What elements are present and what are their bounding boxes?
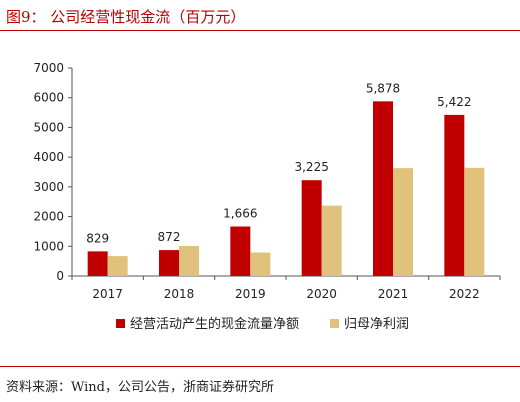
data-label-operating-cash-flow: 829 — [86, 231, 109, 245]
x-tick-label: 2020 — [306, 287, 337, 301]
bar-operating-cash-flow — [373, 101, 393, 276]
x-tick-label: 2017 — [92, 287, 123, 301]
legend-label-net-profit: 归母净利润 — [344, 317, 409, 332]
x-tick-label: 2019 — [235, 287, 266, 301]
figure-title-bar: 图9： 公司经营性现金流（百万元） — [0, 0, 520, 34]
bar-operating-cash-flow — [159, 250, 179, 276]
data-label-operating-cash-flow: 5,422 — [437, 95, 471, 109]
legend-swatch-operating-cash-flow — [116, 319, 125, 328]
y-tick-label: 4000 — [33, 150, 64, 164]
bar-operating-cash-flow — [301, 180, 322, 276]
bar-net-profit — [179, 245, 199, 276]
source-note: 资料来源：Wind，公司公告，浙商证券研究所 — [6, 380, 274, 395]
bar-operating-cash-flow — [230, 226, 251, 276]
x-tick-label: 2018 — [164, 287, 195, 301]
data-label-operating-cash-flow: 872 — [158, 230, 181, 244]
data-label-operating-cash-flow: 1,666 — [223, 206, 257, 220]
cash-flow-chart: 0 1000 2000 3000 4000 5000 6000 7000 829 2017 872 2… — [33, 61, 501, 332]
x-tick-label: 2022 — [449, 287, 480, 301]
title-divider — [0, 30, 520, 31]
data-label-operating-cash-flow: 5,878 — [366, 81, 400, 95]
y-tick-label: 1000 — [33, 239, 64, 253]
figure-title: 图9： 公司经营性现金流（百万元） — [6, 8, 246, 26]
bar-net-profit — [107, 256, 128, 276]
x-tick-label: 2021 — [378, 287, 409, 301]
bar-operating-cash-flow — [444, 114, 465, 276]
legend-label-operating-cash-flow: 经营活动产生的现金流量净额 — [130, 316, 299, 332]
bar-net-profit — [393, 168, 413, 276]
bar-net-profit — [464, 167, 485, 276]
y-tick-label: 6000 — [33, 91, 64, 105]
y-tick-label: 7000 — [33, 61, 64, 75]
source-divider — [0, 366, 520, 367]
y-tick-label: 0 — [56, 269, 64, 283]
legend-swatch-net-profit — [330, 319, 339, 328]
bar-operating-cash-flow — [87, 251, 108, 276]
y-tick-label: 2000 — [33, 210, 64, 224]
y-tick-label: 3000 — [33, 180, 64, 194]
data-label-operating-cash-flow: 3,225 — [294, 160, 328, 174]
bar-net-profit — [250, 252, 271, 276]
y-tick-label: 5000 — [33, 120, 64, 134]
bar-net-profit — [321, 205, 342, 276]
